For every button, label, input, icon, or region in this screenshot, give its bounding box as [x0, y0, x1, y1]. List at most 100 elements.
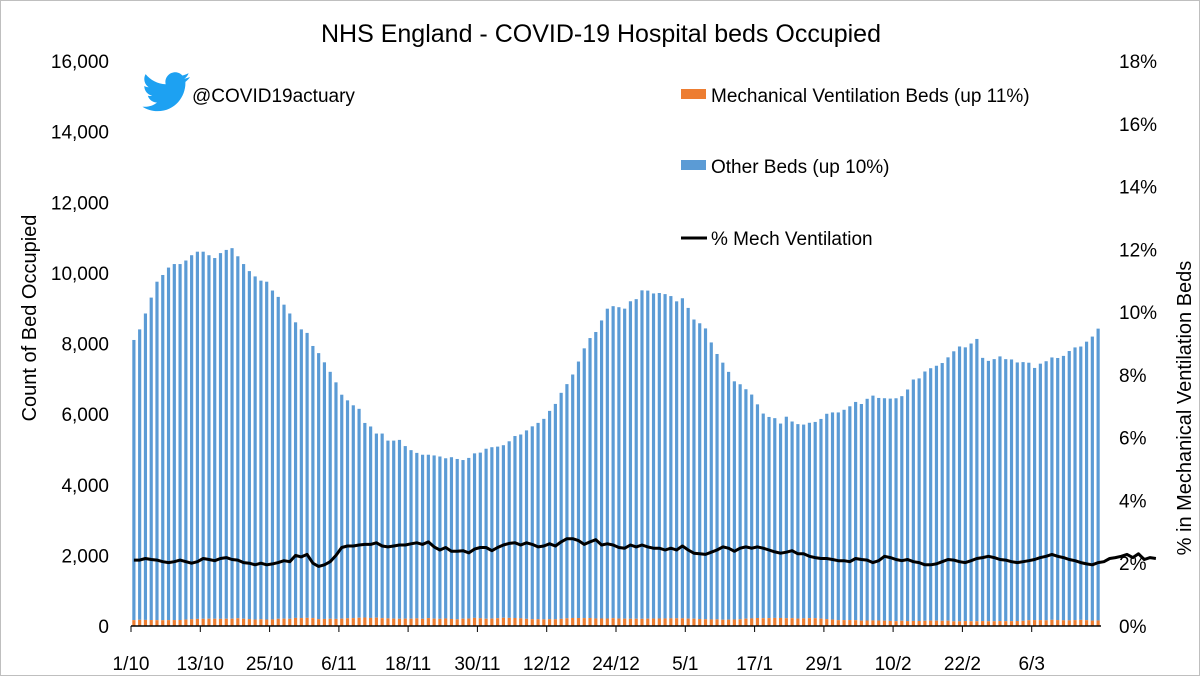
- bar-other-beds: [1061, 355, 1066, 621]
- bar-mech-vent: [796, 618, 800, 626]
- bar-other-beds: [166, 267, 171, 621]
- bar-mech-vent: [553, 619, 557, 626]
- bar-other-beds: [455, 458, 459, 620]
- bar-mech-vent: [750, 618, 754, 626]
- bar-mech-vent: [900, 620, 904, 626]
- bar-other-beds: [1015, 362, 1019, 622]
- bar-mech-vent: [432, 618, 436, 626]
- bar-mech-vent: [507, 617, 511, 626]
- bar-mech-vent: [1033, 620, 1037, 626]
- bar-other-beds: [813, 421, 817, 619]
- bar-other-beds: [420, 454, 425, 619]
- bar-other-beds: [669, 296, 673, 619]
- y-ticks: 0 2,000 4,000 6,000 8,000 10,000 12,000 14,000 1…: [51, 52, 109, 638]
- bar-mech-vent: [392, 618, 396, 626]
- bar-other-beds: [218, 253, 223, 619]
- bar-mech-vent: [472, 617, 477, 626]
- bar-mech-vent: [293, 617, 298, 626]
- bar-mech-vent: [698, 619, 702, 626]
- bar-other-beds: [259, 280, 263, 620]
- bar-other-beds: [623, 308, 627, 619]
- bar-mech-vent: [1021, 620, 1025, 626]
- bar-mech-vent: [409, 618, 413, 626]
- x-tick-label: 18/11: [385, 654, 431, 675]
- bar-mech-vent: [218, 618, 223, 626]
- bar-mech-vent: [426, 618, 430, 626]
- bar-other-beds: [195, 251, 199, 619]
- legend-swatch-mech-vent: [681, 89, 706, 99]
- bar-mech-vent: [380, 618, 384, 626]
- bar-other-beds: [230, 248, 234, 619]
- y-tick-label: 8,000: [61, 335, 109, 356]
- x-tick-label: 10/2: [875, 654, 912, 675]
- bar-other-beds: [836, 412, 840, 621]
- bar-mech-vent: [1038, 620, 1042, 626]
- bar-mech-vent: [680, 618, 684, 626]
- bar-mech-vent: [190, 619, 194, 626]
- bar-other-beds: [715, 353, 719, 620]
- bar-mech-vent: [270, 619, 275, 626]
- bar-other-beds: [957, 346, 962, 622]
- bar-mech-vent: [998, 621, 1002, 626]
- bar-other-beds: [640, 290, 644, 619]
- y2-tick-label: 2%: [1119, 554, 1147, 575]
- bar-other-beds: [744, 389, 748, 619]
- x-tick-label: 17/1: [736, 654, 773, 675]
- bar-mech-vent: [467, 618, 471, 626]
- bar-other-beds: [686, 307, 690, 619]
- bar-mech-vent: [369, 617, 373, 626]
- y-axis-label: Count of Bed Occupied: [19, 215, 41, 422]
- bar-other-beds: [571, 374, 575, 619]
- bar-mech-vent: [236, 618, 240, 626]
- bar-mech-vent: [334, 618, 338, 626]
- bar-other-beds: [1033, 367, 1037, 621]
- twitter-handle: @COVID19actuary: [192, 86, 355, 107]
- y2-tick-label: 8%: [1119, 366, 1147, 387]
- bar-other-beds: [559, 392, 563, 619]
- x-tick-label: 13/10: [177, 654, 225, 675]
- bar-other-beds: [692, 319, 696, 619]
- bar-other-beds: [288, 313, 292, 619]
- bar-other-beds: [1090, 336, 1094, 621]
- bar-other-beds: [848, 406, 852, 621]
- bar-other-beds: [663, 294, 667, 619]
- y-tick-label: 4,000: [61, 476, 109, 497]
- bar-mech-vent: [207, 618, 211, 626]
- bar-other-beds: [253, 276, 257, 620]
- bar-mech-vent: [559, 618, 563, 626]
- bar-mech-vent: [513, 617, 517, 626]
- bar-mech-vent: [727, 619, 731, 626]
- bar-mech-vent: [848, 620, 852, 626]
- bar-other-beds: [542, 418, 546, 620]
- bar-mech-vent: [305, 617, 309, 626]
- bar-other-beds: [911, 379, 915, 621]
- bar-mech-vent: [178, 620, 182, 626]
- bar-mech-vent: [496, 618, 500, 626]
- bar-mech-vent: [1061, 620, 1066, 626]
- bar-other-beds: [1038, 363, 1042, 621]
- bar-other-beds: [703, 328, 708, 620]
- bar-other-beds: [738, 384, 742, 620]
- bar-mech-vent: [854, 620, 858, 626]
- bar-mech-vent: [894, 621, 898, 626]
- bar-mech-vent: [865, 620, 869, 626]
- bar-other-beds: [276, 296, 280, 619]
- bar-other-beds: [553, 403, 557, 620]
- bar-other-beds: [675, 301, 679, 619]
- bar-other-beds: [472, 453, 477, 618]
- y-tick-label: 2,000: [61, 546, 109, 567]
- bar-other-beds: [1056, 357, 1060, 621]
- legend-swatch-other-beds: [681, 160, 706, 170]
- bar-other-beds: [796, 424, 800, 619]
- bar-mech-vent: [905, 621, 910, 626]
- bar-mech-vent: [172, 620, 176, 626]
- bar-other-beds: [969, 343, 973, 622]
- bar-mech-vent: [548, 619, 552, 626]
- bar-other-beds: [952, 351, 956, 622]
- bar-mech-vent: [617, 618, 621, 626]
- bar-mech-vent: [444, 618, 448, 626]
- bar-other-beds: [392, 440, 396, 619]
- bar-mech-vent: [1004, 621, 1008, 626]
- bar-mech-vent: [166, 620, 171, 626]
- bar-other-beds: [594, 331, 598, 619]
